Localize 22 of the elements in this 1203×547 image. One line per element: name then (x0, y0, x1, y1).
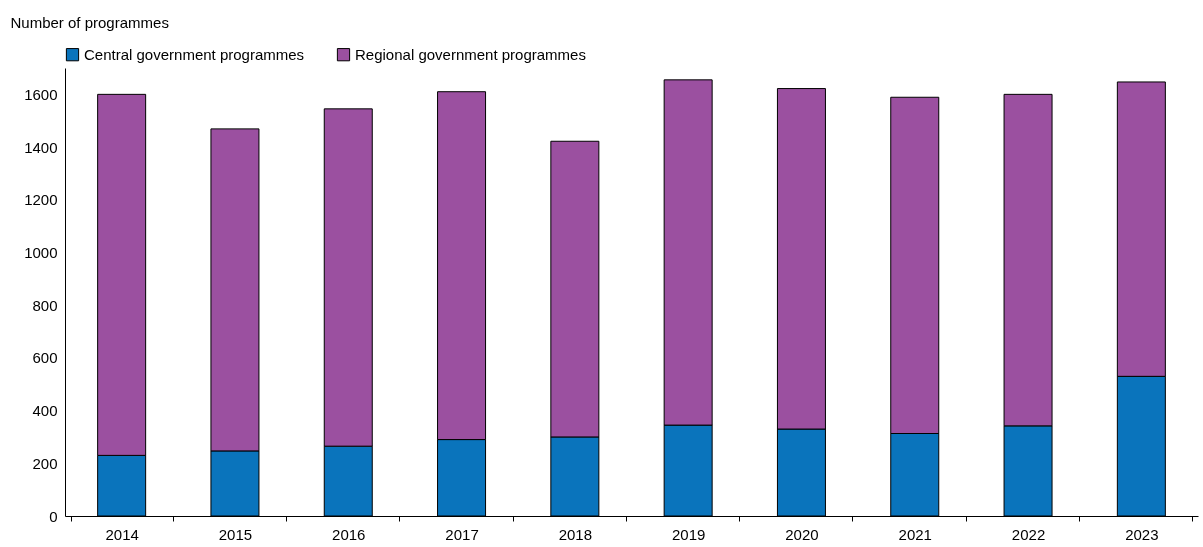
y-tick-label: 400 (32, 402, 58, 420)
x-tick-label: 2022 (1011, 525, 1046, 543)
x-tick-label: 2015 (218, 525, 253, 543)
y-tick-label: 1000 (24, 243, 58, 261)
legend-label: Central government programmes (84, 45, 305, 63)
x-tick-label: 2020 (785, 525, 819, 543)
y-tick-label: 1200 (24, 191, 58, 209)
y-tick-label: 0 (49, 507, 58, 525)
x-tick-label: 2017 (445, 525, 479, 543)
y-tick-label: 1400 (24, 138, 58, 156)
x-tick-label: 2016 (332, 525, 366, 543)
x-tick-label: 2018 (558, 525, 593, 543)
y-axis-title: Number of programmes (10, 13, 169, 31)
y-tick-label: 600 (32, 349, 58, 367)
legend-label: Regional government programmes (355, 45, 586, 63)
x-tick-label: 2014 (105, 525, 139, 543)
y-tick-label: 1600 (24, 85, 58, 103)
y-tick-label: 800 (32, 296, 58, 314)
x-tick-label: 2021 (898, 525, 932, 543)
x-tick-label: 2019 (671, 525, 706, 543)
x-tick-label: 2023 (1125, 525, 1159, 543)
y-tick-label: 200 (32, 454, 58, 472)
